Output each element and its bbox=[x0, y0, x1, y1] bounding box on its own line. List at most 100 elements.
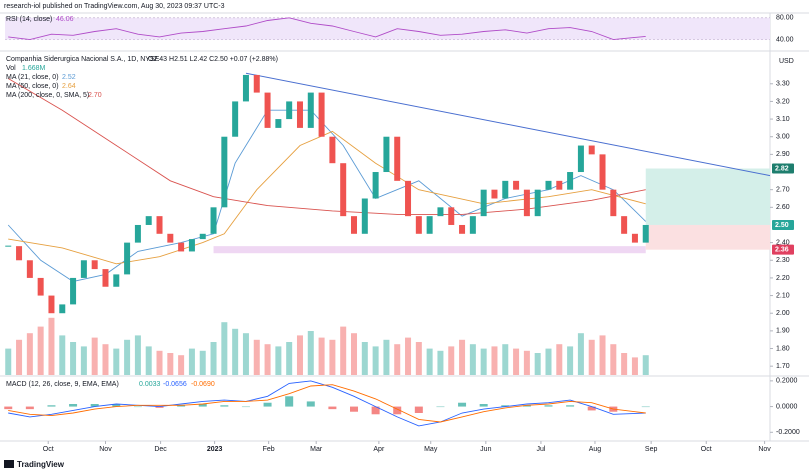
chart-title: Companhia Siderurgica Nacional S.A., 1D,… bbox=[6, 56, 160, 63]
macd-hist bbox=[177, 405, 186, 407]
volume-bar bbox=[513, 348, 520, 375]
macd-hist bbox=[220, 405, 229, 407]
candle bbox=[567, 172, 574, 190]
macd-hist bbox=[566, 405, 575, 407]
rsi-tick-label: 80.00 bbox=[776, 15, 794, 22]
volume-bar bbox=[534, 353, 541, 375]
candle bbox=[91, 260, 98, 270]
candle bbox=[469, 216, 476, 234]
candle bbox=[459, 224, 466, 234]
volume-label: Vol bbox=[6, 65, 16, 72]
macd-hist bbox=[641, 406, 650, 408]
macd-hist bbox=[47, 405, 56, 407]
candle bbox=[5, 245, 12, 247]
candle bbox=[610, 189, 617, 217]
macd-hist bbox=[371, 406, 380, 415]
volume-bar bbox=[59, 335, 66, 375]
candle bbox=[621, 216, 628, 234]
candle bbox=[534, 189, 541, 217]
logo: TradingView bbox=[17, 460, 65, 469]
macd-hist bbox=[328, 406, 337, 410]
macd-hist bbox=[112, 404, 121, 407]
candle bbox=[329, 136, 336, 164]
price-label-bg bbox=[772, 244, 794, 255]
volume-bar bbox=[405, 337, 412, 375]
y-tick-label: 2.40 bbox=[776, 239, 790, 246]
volume-bar bbox=[383, 339, 390, 375]
candle bbox=[145, 216, 152, 225]
price-label-bg bbox=[772, 163, 794, 174]
candle bbox=[351, 216, 358, 234]
macd-hist bbox=[436, 406, 445, 408]
volume-bar bbox=[351, 333, 358, 375]
candle bbox=[394, 136, 401, 181]
candle bbox=[480, 189, 487, 217]
volume-bar bbox=[415, 342, 422, 375]
volume-bar bbox=[307, 331, 314, 375]
candle bbox=[167, 233, 174, 243]
rsi-line bbox=[8, 17, 646, 41]
macd-last: 0.0033 bbox=[139, 381, 161, 388]
volume-bar bbox=[567, 346, 574, 375]
x-tick-label: Oct bbox=[701, 446, 712, 453]
macd-hist bbox=[501, 405, 510, 407]
macd-hist bbox=[69, 404, 78, 407]
volume-bar bbox=[361, 342, 368, 375]
candle bbox=[340, 163, 347, 217]
support-zone bbox=[213, 246, 646, 254]
x-tick-label: Sep bbox=[645, 446, 658, 453]
candle bbox=[124, 242, 131, 275]
macd-hist bbox=[263, 402, 272, 407]
y-tick-label: 2.60 bbox=[776, 204, 790, 211]
candle bbox=[156, 216, 163, 234]
x-tick-label: Nov bbox=[99, 446, 112, 453]
x-tick-label: Apr bbox=[373, 446, 385, 453]
macd-hist bbox=[198, 404, 207, 407]
ma-last: 2.64 bbox=[62, 83, 76, 90]
candle bbox=[599, 154, 606, 190]
candle bbox=[545, 180, 552, 190]
volume-bar bbox=[145, 346, 152, 375]
macd-hist bbox=[241, 406, 250, 408]
macd-hist bbox=[306, 401, 315, 407]
y-tick-label: 1.80 bbox=[776, 345, 790, 352]
x-tick-label: Nov bbox=[758, 446, 771, 453]
macd-last: -0.0656 bbox=[163, 381, 187, 388]
volume-bar bbox=[80, 346, 87, 375]
candle bbox=[253, 74, 260, 93]
rsi-last: 46.06 bbox=[56, 16, 74, 23]
price-label-bg bbox=[772, 219, 794, 230]
logo-icon bbox=[4, 460, 14, 468]
volume-bar bbox=[296, 335, 303, 375]
rsi-tick-label: 40.00 bbox=[776, 36, 794, 43]
candle bbox=[80, 260, 87, 278]
price-label: 2.36 bbox=[775, 247, 789, 254]
candle bbox=[426, 216, 433, 234]
volume-bar bbox=[394, 344, 401, 375]
loss-zone bbox=[645, 224, 770, 250]
volume-bar bbox=[459, 339, 466, 375]
candle bbox=[577, 145, 584, 173]
volume-bar bbox=[329, 339, 336, 375]
candle bbox=[383, 136, 390, 173]
macd-hist bbox=[285, 396, 294, 407]
volume-bar bbox=[286, 342, 293, 375]
candle bbox=[26, 260, 33, 278]
y-tick-label: 2.30 bbox=[776, 257, 790, 264]
ma-last: 2.52 bbox=[62, 74, 76, 81]
macd-tick-label: 0.0000 bbox=[776, 403, 798, 410]
macd-last: -0.0690 bbox=[191, 381, 215, 388]
volume-bar bbox=[124, 339, 131, 375]
ohlc: O2.43 H2.51 L2.42 C2.50 +0.07 (+2.88%) bbox=[148, 56, 278, 63]
y-tick-label: 2.20 bbox=[776, 275, 790, 282]
x-tick-label: Jun bbox=[480, 446, 491, 453]
candle bbox=[275, 119, 282, 128]
macd-hist bbox=[587, 406, 596, 411]
macd-hist bbox=[393, 406, 402, 415]
volume-bar bbox=[253, 339, 260, 375]
volume-bar bbox=[134, 335, 141, 375]
price-label: 2.82 bbox=[775, 165, 789, 172]
x-tick-label: May bbox=[424, 446, 438, 453]
header: research-iol published on TradingView.co… bbox=[4, 3, 225, 10]
volume-bar bbox=[426, 348, 433, 375]
